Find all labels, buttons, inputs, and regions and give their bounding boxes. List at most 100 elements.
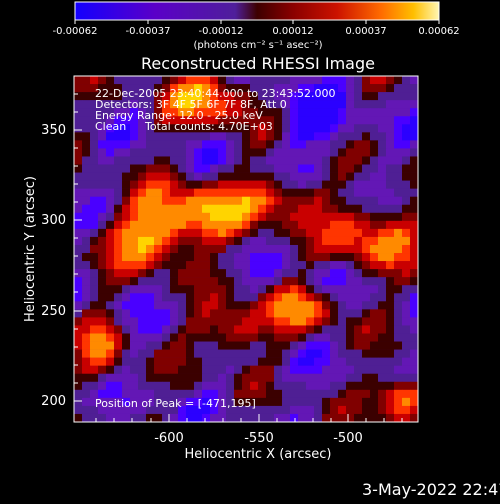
- heatmap-cell: [330, 124, 339, 133]
- heatmap-cell: [98, 188, 107, 197]
- heatmap-cell: [210, 261, 219, 270]
- heatmap-cell: [378, 365, 387, 374]
- heatmap-cell: [178, 76, 187, 85]
- heatmap-cell: [82, 397, 91, 407]
- heatmap-cell: [74, 341, 83, 350]
- heatmap-cell: [274, 389, 283, 399]
- heatmap-cell: [298, 293, 307, 302]
- heatmap-cell: [210, 285, 219, 294]
- heatmap-cell: [154, 333, 163, 342]
- heatmap-cell: [378, 373, 387, 383]
- heatmap-cell: [106, 365, 115, 374]
- heatmap-cell: [386, 341, 395, 350]
- heatmap-cell: [82, 172, 91, 181]
- heatmap-cell: [306, 269, 315, 278]
- heatmap-cell: [234, 148, 243, 157]
- heatmap-cell: [202, 333, 211, 342]
- heatmap-cell: [154, 309, 163, 318]
- heatmap-cell: [202, 261, 211, 270]
- heatmap-cell: [354, 277, 363, 286]
- energy-range-label: Energy Range: 12.0 - 25.0 keV: [95, 109, 263, 122]
- heatmap-cell: [362, 212, 371, 222]
- heatmap-cell: [170, 317, 179, 326]
- heatmap-cell: [258, 76, 267, 85]
- heatmap-cell: [138, 220, 147, 230]
- heatmap-cell: [138, 341, 147, 350]
- heatmap-cell: [98, 253, 107, 262]
- heatmap-cell: [410, 148, 418, 157]
- heatmap-cell: [234, 156, 243, 165]
- heatmap-cell: [362, 293, 371, 302]
- heatmap-cell: [258, 196, 267, 205]
- y-tick-label-3: 250: [41, 304, 66, 319]
- heatmap-cell: [82, 349, 91, 358]
- heatmap-cell: [242, 212, 251, 222]
- heatmap-cell: [138, 116, 147, 125]
- heatmap-cell: [274, 172, 283, 181]
- heatmap-cell: [154, 269, 163, 278]
- heatmap-cell: [250, 285, 259, 294]
- heatmap-cell: [314, 277, 323, 286]
- heatmap-cell: [202, 116, 211, 125]
- heatmap-cell: [210, 405, 219, 415]
- heatmap-cell: [210, 116, 219, 125]
- heatmap-cell: [282, 405, 291, 415]
- heatmap-cell: [330, 236, 339, 246]
- heatmap-cell: [234, 317, 243, 326]
- heatmap-cell: [250, 124, 259, 133]
- heatmap-cell: [138, 156, 147, 165]
- heatmap-cell: [138, 413, 147, 422]
- heatmap-cell: [106, 269, 115, 278]
- heatmap-cell: [306, 389, 315, 399]
- heatmap-cell: [90, 84, 99, 93]
- heatmap-cell: [258, 244, 267, 254]
- heatmap-cell: [338, 285, 347, 294]
- heatmap-cell: [362, 253, 371, 262]
- heatmap-cell: [362, 204, 371, 214]
- heatmap-cell: [138, 228, 147, 238]
- heatmap-cell: [362, 373, 371, 383]
- heatmap-cell: [178, 301, 187, 310]
- heatmap-cell: [186, 196, 195, 205]
- heatmap-cell: [82, 277, 91, 286]
- heatmap-cell: [394, 172, 403, 181]
- heatmap-cell: [186, 413, 195, 422]
- heatmap-cell: [410, 269, 418, 278]
- heatmap-cell: [402, 156, 411, 165]
- heatmap-cell: [114, 84, 123, 93]
- heatmap-cell: [138, 196, 147, 205]
- heatmap-cell: [266, 172, 275, 181]
- heatmap-cell: [314, 164, 323, 173]
- heatmap-cell: [378, 236, 387, 246]
- heatmap-cell: [234, 277, 243, 286]
- heatmap-cell: [378, 349, 387, 358]
- heatmap-cell: [274, 357, 283, 366]
- heatmap-cell: [306, 84, 315, 93]
- heatmap-cell: [170, 373, 179, 383]
- heatmap-cell: [338, 212, 347, 222]
- heatmap-cell: [218, 277, 227, 286]
- heatmap-cell: [234, 100, 243, 109]
- heatmap-cell: [242, 196, 251, 205]
- heatmap-cell: [282, 228, 291, 238]
- heatmap-cell: [130, 373, 139, 383]
- heatmap-cell: [146, 204, 155, 214]
- heatmap-cell: [274, 285, 283, 294]
- heatmap-cell: [98, 269, 107, 278]
- heatmap-cell: [290, 309, 299, 318]
- heatmap-cell: [98, 172, 107, 181]
- heatmap-cell: [242, 301, 251, 310]
- heatmap-cell: [290, 261, 299, 270]
- heatmap-cell: [186, 124, 195, 133]
- heatmap-cell: [362, 188, 371, 197]
- heatmap-cell: [210, 341, 219, 350]
- heatmap-cell: [98, 76, 107, 85]
- heatmap-cell: [178, 373, 187, 383]
- heatmap-cell: [402, 140, 411, 149]
- heatmap-cell: [218, 204, 227, 214]
- heatmap-cell: [242, 333, 251, 342]
- heatmap-cell: [402, 188, 411, 197]
- heatmap-cell: [154, 373, 163, 383]
- heatmap-cell: [154, 100, 163, 109]
- heatmap-cell: [170, 357, 179, 366]
